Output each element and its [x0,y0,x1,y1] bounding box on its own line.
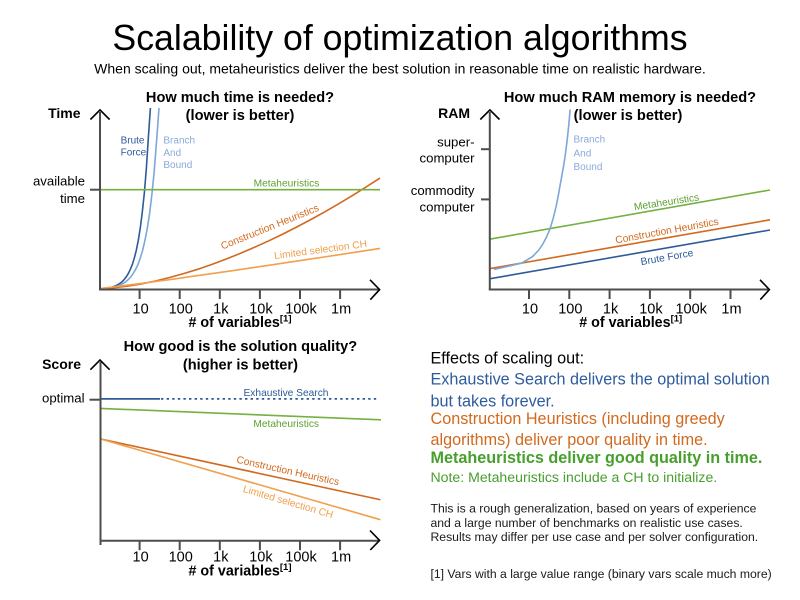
svg-text:(lower is better): (lower is better) [186,108,295,124]
svg-text:1k: 1k [213,550,229,566]
svg-text:10k: 10k [639,301,663,317]
svg-text:1m: 1m [331,550,351,566]
svg-text:Score: Score [42,356,81,372]
svg-text:# of variables[1]: # of variables[1] [579,314,682,332]
svg-text:And: And [574,148,592,159]
svg-text:super-: super- [437,134,474,149]
svg-text:100: 100 [558,301,582,317]
svg-text:Brute: Brute [121,135,145,146]
svg-text:How much time is needed?: How much time is needed? [146,90,334,106]
svg-text:1m: 1m [721,301,741,317]
svg-text:Construction Heuristics (inclu: Construction Heuristics (including greed… [431,410,726,428]
svg-text:Exhaustive Search delivers the: Exhaustive Search delivers the optimal s… [431,370,770,388]
svg-text:optimal: optimal [42,390,85,405]
svg-text:100: 100 [169,550,193,566]
svg-text:[1] Vars with a large value ra: [1] Vars with a large value range (binar… [431,567,772,581]
svg-text:100k: 100k [675,301,707,317]
svg-text:1m: 1m [331,301,351,317]
svg-text:computer: computer [420,199,476,214]
svg-text:available: available [33,174,85,189]
svg-text:10k: 10k [249,550,273,566]
svg-text:Bound: Bound [163,160,192,171]
svg-text:How good is the solution quali: How good is the solution quality? [124,339,358,355]
svg-text:How much RAM memory is needed?: How much RAM memory is needed? [504,90,756,106]
svg-text:time: time [60,191,85,206]
svg-text:Bound: Bound [574,162,603,173]
svg-text:10: 10 [133,550,149,566]
svg-text:Force: Force [121,148,147,159]
svg-text:1k: 1k [603,301,619,317]
svg-text:When scaling out, metaheuristi: When scaling out, metaheuristics deliver… [94,60,706,76]
svg-text:and a large number of benchmar: and a large number of benchmarks on real… [431,516,743,530]
svg-text:commodity: commodity [411,183,475,198]
svg-text:Exhaustive Search: Exhaustive Search [244,388,329,399]
svg-text:Branch: Branch [163,136,195,147]
svg-text:Time: Time [48,105,81,121]
svg-text:Results may differ per use cas: Results may differ per use case and per … [431,530,759,544]
svg-text:Note: Metaheuristics include a: Note: Metaheuristics include a CH to ini… [431,469,718,485]
svg-text:algorithms) deliver poor quali: algorithms) deliver poor quality in time… [431,431,708,449]
svg-text:computer: computer [420,150,476,165]
svg-text:Scalability of optimization al: Scalability of optimization algorithms [112,18,687,58]
svg-text:And: And [163,148,181,159]
svg-text:Effects of scaling out:: Effects of scaling out: [431,349,585,367]
svg-text:10: 10 [522,301,538,317]
svg-text:Metaheuristics: Metaheuristics [253,419,319,430]
svg-text:# of variables[1]: # of variables[1] [188,562,291,580]
svg-text:100: 100 [169,301,193,317]
svg-text:1k: 1k [213,301,229,317]
svg-text:100k: 100k [285,301,317,317]
svg-text:Metaheuristics deliver good qu: Metaheuristics deliver good quality in t… [431,449,763,467]
svg-text:RAM: RAM [438,105,470,121]
svg-text:This is a rough generalization: This is a rough generalization, based on… [431,502,757,516]
svg-text:10k: 10k [249,301,273,317]
svg-text:(higher is better): (higher is better) [183,358,298,374]
svg-text:Branch: Branch [574,135,606,146]
svg-text:# of variables[1]: # of variables[1] [188,314,291,332]
svg-text:10: 10 [133,301,149,317]
svg-text:100k: 100k [285,550,317,566]
svg-text:but takes forever.: but takes forever. [431,392,555,410]
svg-text:(lower is better): (lower is better) [574,108,683,124]
svg-text:Metaheuristics: Metaheuristics [254,178,320,189]
